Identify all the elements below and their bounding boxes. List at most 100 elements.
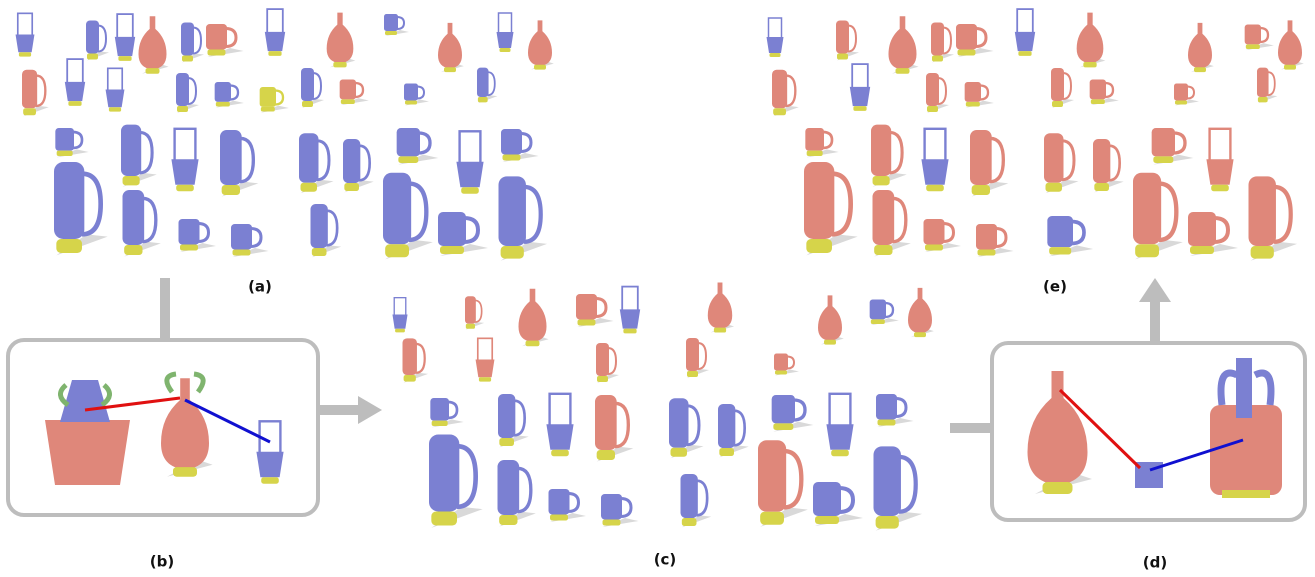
object [818, 295, 844, 344]
object [596, 343, 619, 383]
object [620, 287, 640, 334]
object [876, 394, 914, 427]
object [1044, 133, 1079, 193]
object [669, 398, 704, 458]
object [456, 131, 483, 193]
object [260, 87, 289, 113]
object [501, 129, 539, 162]
object [499, 176, 548, 260]
object [686, 338, 709, 378]
object [404, 84, 429, 106]
object [115, 14, 135, 61]
object [384, 14, 409, 36]
object [546, 394, 573, 456]
object [871, 125, 907, 187]
object [476, 338, 495, 381]
object [139, 16, 169, 73]
object [889, 16, 919, 73]
object [1015, 9, 1035, 56]
object [1133, 173, 1183, 260]
object [1077, 13, 1106, 68]
object [340, 80, 369, 106]
object [873, 190, 911, 257]
object [430, 398, 463, 427]
object [976, 224, 1014, 257]
object [970, 130, 1008, 197]
object [805, 128, 838, 157]
object [403, 338, 429, 382]
object [965, 82, 994, 108]
object [176, 73, 199, 113]
object [1206, 129, 1233, 191]
object [519, 289, 549, 346]
object [1257, 68, 1277, 104]
object [171, 129, 198, 191]
object [65, 59, 85, 106]
object [392, 298, 407, 333]
object [870, 300, 899, 326]
object [301, 68, 324, 108]
object [921, 129, 948, 191]
figure: (a) (b) (c) (d) (e) [0, 0, 1315, 577]
object [343, 139, 374, 192]
object [397, 128, 439, 165]
object [1188, 23, 1214, 72]
object [850, 64, 870, 111]
object [1174, 84, 1199, 106]
object [16, 13, 35, 56]
object [681, 474, 712, 527]
object [45, 420, 130, 485]
object [708, 282, 734, 332]
object [265, 9, 285, 56]
object [931, 23, 954, 63]
object [772, 395, 814, 432]
object [55, 128, 88, 157]
object [465, 296, 484, 329]
object [767, 18, 784, 57]
object [718, 404, 749, 457]
panel-label: (a) [248, 278, 272, 296]
object [215, 82, 244, 108]
arrow-head [358, 396, 382, 424]
object [1236, 358, 1252, 418]
object [1090, 80, 1119, 106]
object [1210, 405, 1282, 495]
panel-label: (b) [150, 553, 174, 571]
object [1188, 212, 1238, 256]
object [206, 24, 244, 57]
object [299, 133, 334, 193]
object [908, 288, 934, 337]
object [528, 20, 554, 69]
object [576, 294, 614, 327]
object [181, 23, 204, 63]
object [477, 68, 497, 104]
object [772, 70, 799, 117]
object [1152, 128, 1194, 165]
arrow-head [1139, 278, 1171, 302]
object [926, 73, 949, 113]
object [231, 224, 269, 257]
object [804, 162, 858, 255]
object [1093, 139, 1124, 192]
panel-label: (c) [654, 551, 677, 569]
object [1047, 216, 1093, 256]
object [123, 190, 161, 257]
object [1051, 68, 1074, 108]
object [121, 125, 157, 187]
object [179, 219, 217, 252]
object [311, 204, 342, 257]
object [924, 219, 962, 252]
panel-label: (e) [1043, 278, 1067, 296]
object [826, 394, 853, 456]
object [874, 446, 923, 530]
panel-a-objects [16, 9, 554, 261]
object [429, 435, 483, 528]
object [86, 21, 109, 61]
object [549, 489, 587, 522]
panel-label: (d) [1143, 554, 1167, 572]
object [956, 24, 994, 57]
object [327, 13, 356, 68]
object [54, 162, 108, 255]
object [601, 494, 639, 527]
object [758, 440, 808, 527]
